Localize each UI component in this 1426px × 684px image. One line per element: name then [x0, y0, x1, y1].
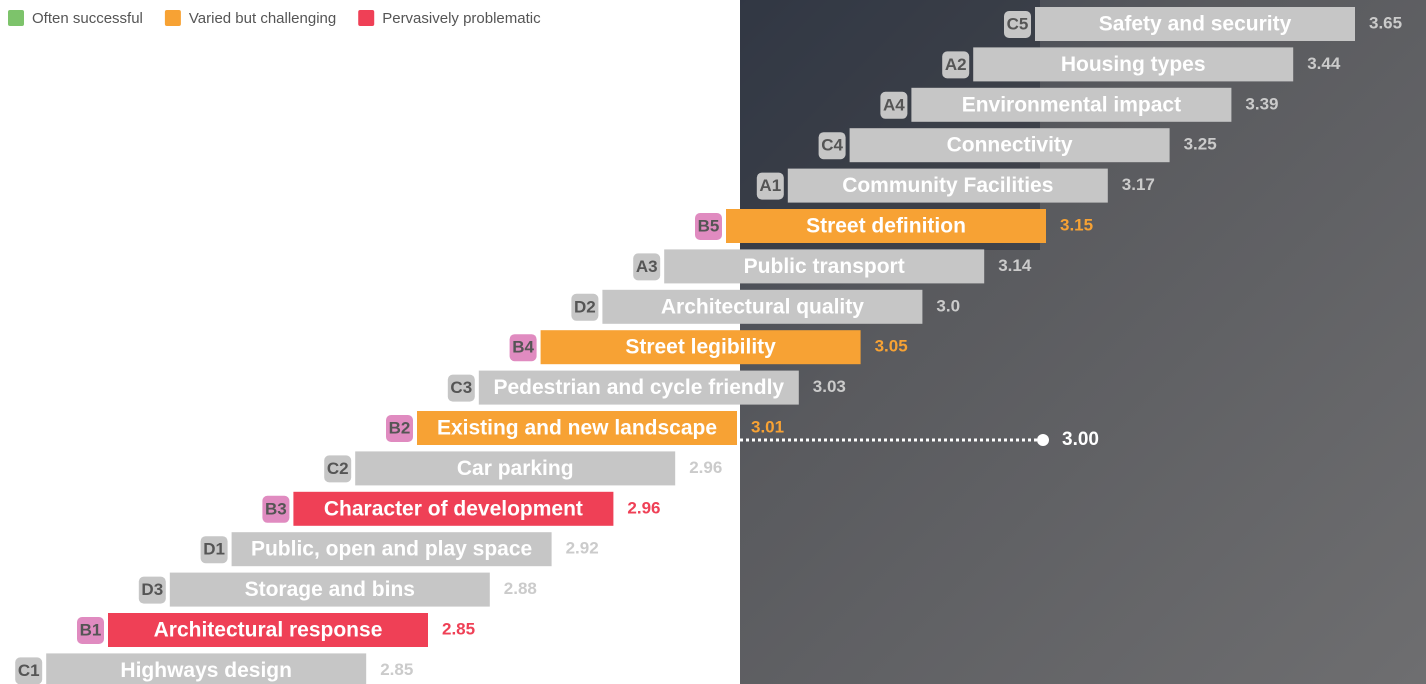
- badge-code: D3: [141, 580, 163, 599]
- badge: [1004, 11, 1031, 38]
- badge: [942, 51, 970, 79]
- bar-label: Pedestrian and cycle friendly: [493, 376, 784, 399]
- bar: [973, 47, 1294, 82]
- value-label: 2.96: [627, 498, 660, 517]
- value-label: 3.39: [1245, 94, 1278, 113]
- value-label: 2.85: [380, 660, 413, 679]
- bar-label: Public, open and play space: [251, 538, 532, 561]
- bar: [726, 209, 1046, 243]
- badge: [15, 657, 43, 684]
- badge: [756, 172, 784, 200]
- bar: [478, 370, 799, 405]
- badge: [200, 536, 228, 564]
- value-label: 2.85: [442, 619, 475, 638]
- badge-code: A3: [636, 257, 658, 276]
- badge: [880, 91, 908, 119]
- badge-code: B5: [698, 216, 720, 235]
- value-label: 2.96: [689, 458, 722, 477]
- value-label: 3.44: [1307, 54, 1341, 73]
- value-label: 3.17: [1122, 175, 1155, 194]
- bar-label: Environmental impact: [962, 93, 1181, 116]
- bar: [602, 289, 923, 324]
- badge: [818, 132, 846, 160]
- bar: [355, 451, 676, 486]
- badge: [571, 293, 599, 321]
- value-label: 3.0: [936, 296, 960, 315]
- bar: [911, 87, 1232, 122]
- bar: [46, 653, 367, 684]
- badge-code: C4: [821, 136, 843, 155]
- value-label: 3.15: [1060, 215, 1093, 234]
- legend-swatch: [358, 10, 375, 26]
- reference-dot: [1037, 434, 1049, 446]
- badge-code: C5: [1007, 14, 1029, 33]
- legend-swatch: [8, 10, 24, 26]
- bar-label: Character of development: [324, 497, 583, 520]
- value-label: 3.65: [1369, 13, 1402, 32]
- value-label: 2.92: [566, 539, 599, 558]
- legend-label: Pervasively problematic: [382, 10, 541, 27]
- badge-code: B2: [389, 418, 411, 437]
- badge-code: C2: [327, 459, 349, 478]
- legend-label: Varied but challenging: [189, 10, 336, 27]
- bar-label: Architectural response: [154, 619, 383, 642]
- value-label: 3.01: [751, 417, 784, 436]
- bar-label: Safety and security: [1099, 13, 1292, 36]
- badge-code: D2: [574, 297, 596, 316]
- bar-label: Street definition: [806, 215, 966, 238]
- legend-label: Often successful: [32, 10, 143, 27]
- badge-code: A4: [883, 95, 905, 114]
- badge: [509, 334, 537, 362]
- badge: [262, 495, 290, 523]
- bar: [231, 532, 552, 567]
- reference-label: 3.00: [1062, 429, 1099, 450]
- bar: [417, 411, 737, 445]
- badge-code: A1: [759, 176, 781, 195]
- badge: [324, 455, 352, 483]
- bar-label: Public transport: [744, 255, 905, 278]
- value-label: 3.14: [998, 256, 1032, 275]
- badge-code: C3: [450, 378, 472, 397]
- bar: [293, 491, 614, 526]
- photo-car: [740, 0, 1040, 250]
- bar: [1035, 7, 1355, 41]
- bar-label: Connectivity: [947, 134, 1073, 157]
- value-label: 3.03: [813, 377, 846, 396]
- badge: [138, 576, 166, 604]
- bar-label: Storage and bins: [245, 578, 415, 601]
- badge: [386, 415, 413, 442]
- value-label: 3.25: [1184, 135, 1217, 154]
- value-label: 3.05: [875, 337, 908, 356]
- badge-code: B4: [512, 338, 534, 357]
- badge-code: B1: [80, 620, 102, 639]
- bar: [664, 249, 985, 284]
- badge-code: C1: [18, 661, 40, 680]
- bar-label: Housing types: [1061, 53, 1206, 76]
- bar: [169, 572, 490, 607]
- badge-code: B3: [265, 499, 287, 518]
- badge: [77, 617, 104, 644]
- bar: [108, 613, 428, 647]
- bar-label: Car parking: [457, 457, 574, 480]
- badge: [447, 374, 475, 402]
- badge: [695, 213, 722, 240]
- bar: [849, 128, 1170, 163]
- bar-label: Street legibility: [625, 336, 776, 359]
- bar-label: Highways design: [120, 659, 292, 682]
- bar-label: Existing and new landscape: [437, 417, 717, 440]
- badge-code: D1: [203, 540, 225, 559]
- bar-label: Community Facilities: [842, 174, 1053, 197]
- legend-swatch: [164, 10, 181, 26]
- bar: [540, 330, 861, 365]
- badge: [633, 253, 661, 281]
- value-label: 2.88: [504, 579, 537, 598]
- bar: [787, 168, 1108, 203]
- badge-code: A2: [945, 55, 967, 74]
- bar-label: Architectural quality: [661, 295, 864, 318]
